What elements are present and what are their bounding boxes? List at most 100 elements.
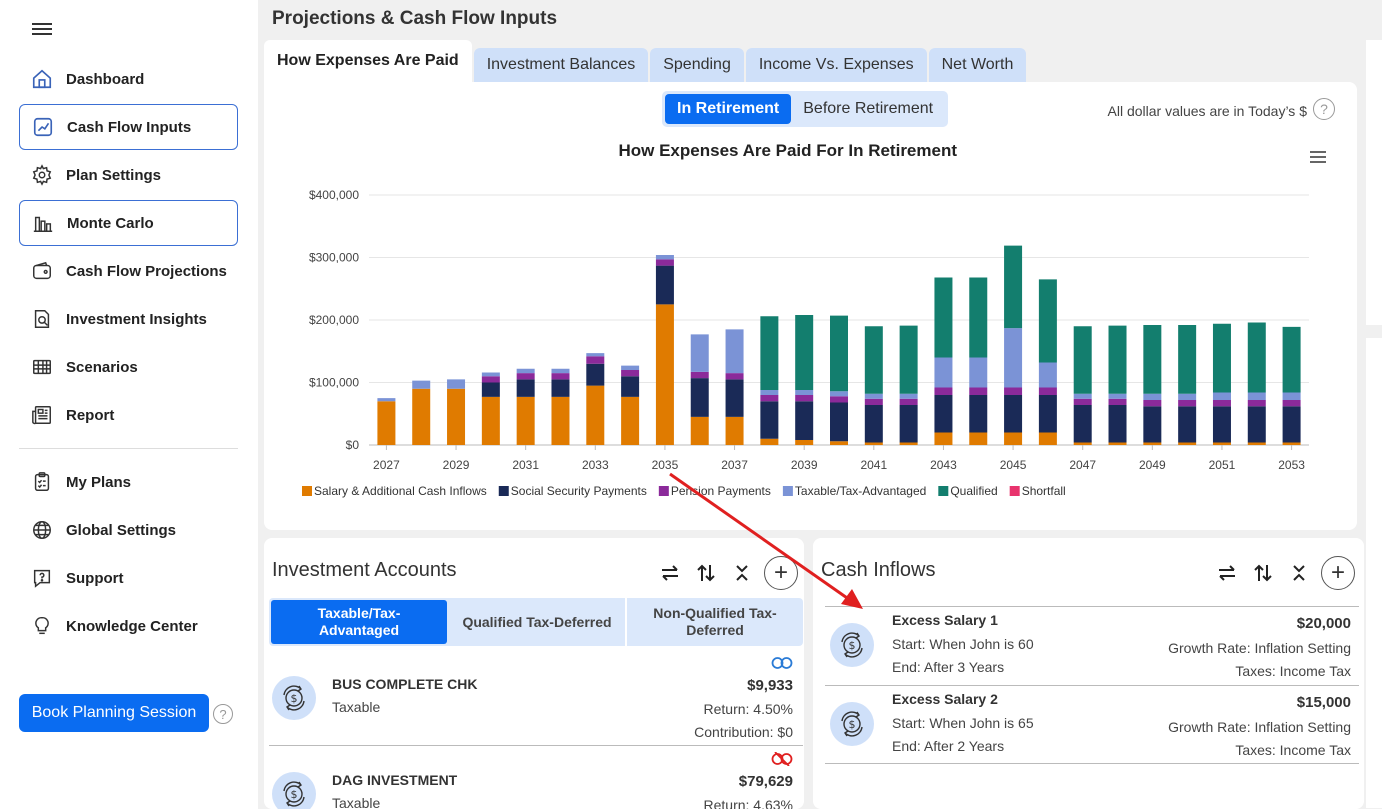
bar-segment bbox=[586, 356, 605, 364]
collapse-icon[interactable] bbox=[728, 559, 756, 587]
chart-menu-icon[interactable] bbox=[1310, 148, 1326, 166]
tab-taxable[interactable]: Taxable/Tax-Advantaged bbox=[271, 600, 447, 644]
bar-segment bbox=[795, 401, 814, 440]
sidebar-item-cash-flow-projections[interactable]: Cash Flow Projections bbox=[19, 249, 238, 293]
account-row[interactable]: $ BUS COMPLETE CHK Taxable $9,933 Return… bbox=[269, 650, 803, 746]
bar-segment bbox=[516, 373, 535, 380]
bar-segment bbox=[1282, 392, 1301, 400]
sidebar-item-monte-carlo[interactable]: Monte Carlo bbox=[19, 200, 238, 246]
help-icon[interactable]: ? bbox=[1313, 98, 1335, 120]
bar-segment bbox=[412, 388, 431, 445]
clipboard-icon bbox=[31, 471, 53, 493]
bar-segment bbox=[690, 378, 709, 417]
swap-horizontal-icon[interactable] bbox=[1213, 559, 1241, 587]
bar-segment bbox=[760, 438, 779, 445]
sidebar-item-support[interactable]: Support bbox=[19, 556, 238, 600]
swap-horizontal-icon[interactable] bbox=[656, 559, 684, 587]
legend-swatch bbox=[938, 486, 949, 496]
bar-segment bbox=[551, 396, 570, 445]
tab-investment-balances[interactable]: Investment Balances bbox=[473, 48, 649, 82]
bar-segment bbox=[481, 372, 500, 377]
sort-vertical-icon[interactable] bbox=[1249, 559, 1277, 587]
sidebar-item-report[interactable]: Report bbox=[19, 393, 238, 437]
x-tick-label: 2053 bbox=[1278, 458, 1305, 472]
bar-segment bbox=[655, 259, 674, 266]
bar-segment bbox=[1038, 362, 1057, 388]
in-retirement-button[interactable]: In Retirement bbox=[665, 94, 792, 124]
bar-segment bbox=[725, 373, 744, 380]
svg-text:$: $ bbox=[291, 692, 298, 705]
bar-segment bbox=[1212, 392, 1231, 400]
chat-question-icon bbox=[31, 567, 53, 589]
before-retirement-button[interactable]: Before Retirement bbox=[803, 100, 934, 117]
sidebar-item-label: Support bbox=[66, 569, 124, 587]
add-account-button[interactable]: + bbox=[764, 556, 798, 590]
bar-segment bbox=[934, 432, 953, 445]
bar-segment bbox=[586, 363, 605, 386]
account-value: $9,933 bbox=[747, 677, 793, 694]
inflow-growth: Growth Rate: Inflation Setting bbox=[1168, 719, 1351, 735]
bar-segment bbox=[1073, 393, 1092, 399]
bar-segment bbox=[969, 395, 988, 433]
bar-segment bbox=[830, 396, 848, 403]
sidebar-item-scenarios[interactable]: Scenarios bbox=[19, 345, 238, 389]
legend-label: Qualified bbox=[950, 484, 997, 498]
main-content: Projections & Cash Flow Inputs How Expen… bbox=[258, 0, 1382, 809]
bar-segment bbox=[655, 255, 674, 260]
sidebar-item-my-plans[interactable]: My Plans bbox=[19, 460, 238, 504]
inflow-name: Excess Salary 2 bbox=[892, 691, 998, 707]
sidebar-item-plan-settings[interactable]: Plan Settings bbox=[19, 153, 238, 197]
help-icon[interactable]: ? bbox=[213, 704, 233, 724]
bar-chart-icon bbox=[32, 212, 54, 234]
chart-card: In Retirement Before Retirement All doll… bbox=[264, 82, 1357, 530]
right-scroll-strip bbox=[1366, 338, 1382, 808]
sidebar-item-global-settings[interactable]: Global Settings bbox=[19, 508, 238, 552]
gear-icon bbox=[31, 164, 53, 186]
sidebar-item-cash-flow-inputs[interactable]: Cash Flow Inputs bbox=[19, 104, 238, 150]
bar-segment bbox=[621, 365, 640, 370]
bar-segment bbox=[1212, 400, 1231, 407]
tab-qualified-tax-deferred[interactable]: Qualified Tax-Deferred bbox=[449, 598, 627, 646]
x-tick-label: 2033 bbox=[582, 458, 609, 472]
bar-segment bbox=[1178, 400, 1197, 407]
retirement-toggle: In Retirement Before Retirement bbox=[662, 91, 949, 127]
sidebar-item-investment-insights[interactable]: Investment Insights bbox=[19, 297, 238, 341]
bar-segment bbox=[655, 304, 674, 445]
add-cash-inflow-button[interactable]: + bbox=[1321, 556, 1355, 590]
wallet-icon bbox=[31, 260, 53, 282]
bar-segment bbox=[934, 387, 953, 395]
account-row[interactable]: $ DAG INVESTMENT Taxable $79,629 Return:… bbox=[269, 746, 803, 809]
bar-segment bbox=[1282, 406, 1301, 443]
cash-inflow-row[interactable]: $ Excess Salary 1 Start: When John is 60… bbox=[825, 606, 1359, 685]
broken-link-icon[interactable] bbox=[771, 752, 793, 766]
dollar-cycle-icon: $ bbox=[272, 772, 316, 809]
collapse-icon[interactable] bbox=[1285, 559, 1313, 587]
link-icon[interactable] bbox=[771, 656, 793, 670]
investment-accounts-title: Investment Accounts bbox=[272, 559, 457, 581]
legend-label: Shortfall bbox=[1022, 484, 1066, 498]
cash-inflow-row[interactable]: $ Excess Salary 2 Start: When John is 65… bbox=[825, 685, 1359, 764]
tab-net-worth[interactable]: Net Worth bbox=[928, 48, 1027, 82]
dollar-cycle-icon: $ bbox=[272, 676, 316, 720]
tab-how-expenses-are-paid[interactable]: How Expenses Are Paid bbox=[264, 40, 472, 82]
bar-segment bbox=[760, 316, 779, 390]
tab-income-vs-expenses[interactable]: Income Vs. Expenses bbox=[745, 48, 927, 82]
sidebar-item-knowledge-center[interactable]: Knowledge Center bbox=[19, 604, 238, 648]
sort-vertical-icon[interactable] bbox=[692, 559, 720, 587]
tab-non-qualified-tax-deferred[interactable]: Non-Qualified Tax-Deferred bbox=[653, 605, 777, 638]
inflow-amount: $15,000 bbox=[1296, 694, 1351, 711]
bar-segment bbox=[830, 315, 848, 392]
cash-inflows-panel: Cash Inflows + $ Excess Salary 1 Start: … bbox=[813, 538, 1364, 809]
bar-segment bbox=[1004, 395, 1023, 433]
panel-actions: + bbox=[648, 556, 798, 590]
book-planning-session-button[interactable]: Book Planning Session bbox=[19, 694, 209, 732]
home-icon bbox=[31, 68, 53, 90]
menu-icon[interactable] bbox=[32, 20, 52, 36]
tab-spending[interactable]: Spending bbox=[650, 48, 744, 82]
sidebar-item-dashboard[interactable]: Dashboard bbox=[19, 57, 238, 101]
bar-segment bbox=[1038, 432, 1057, 445]
x-tick-label: 2029 bbox=[443, 458, 470, 472]
svg-text:$: $ bbox=[849, 639, 856, 652]
bar-segment bbox=[551, 379, 570, 397]
sidebar-item-label: Plan Settings bbox=[66, 166, 162, 184]
